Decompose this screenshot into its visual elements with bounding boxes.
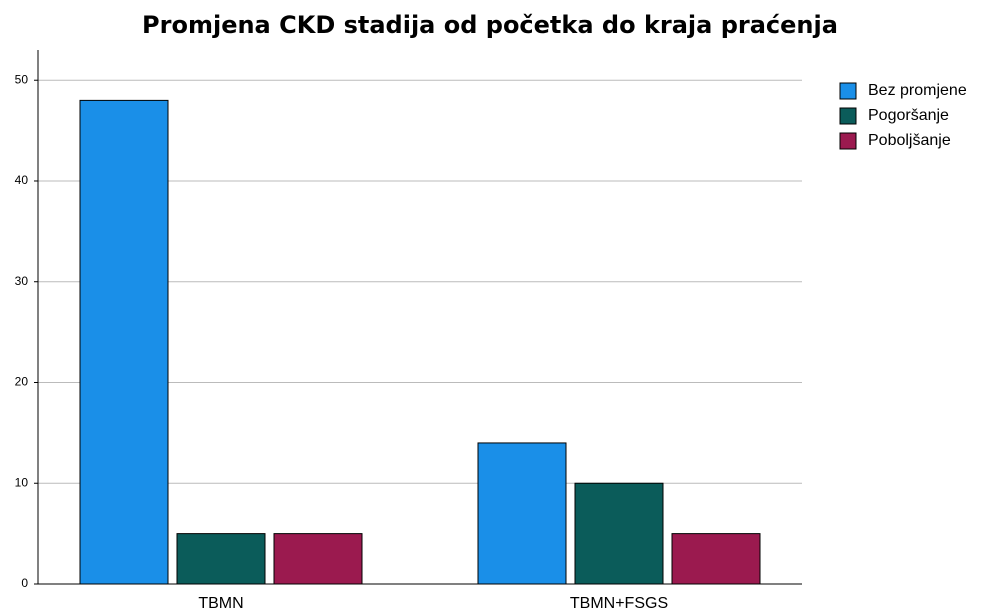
x-tick-label: TBMN+FSGS xyxy=(570,595,668,612)
legend-label: Bez promjene xyxy=(868,82,967,99)
legend-label: Pogoršanje xyxy=(868,107,949,124)
legend-label: Poboljšanje xyxy=(868,132,951,149)
bar xyxy=(79,99,169,585)
y-tick-label: 0 xyxy=(21,576,28,590)
bar xyxy=(273,533,363,585)
bar xyxy=(671,533,761,585)
x-tick-label: TBMN xyxy=(198,595,243,612)
y-tick-label: 10 xyxy=(15,475,29,489)
bar xyxy=(574,482,664,585)
y-tick-label: 30 xyxy=(15,274,29,288)
y-tick-label: 20 xyxy=(15,375,29,389)
bar xyxy=(477,442,567,585)
y-tick-label: 40 xyxy=(15,173,29,187)
legend-swatch xyxy=(839,132,857,150)
legend-swatch xyxy=(839,82,857,100)
y-tick-label: 50 xyxy=(15,72,29,86)
bar xyxy=(176,533,266,585)
legend-swatch xyxy=(839,107,857,125)
chart-title: Promjena CKD stadija od početka do kraja… xyxy=(142,11,838,39)
